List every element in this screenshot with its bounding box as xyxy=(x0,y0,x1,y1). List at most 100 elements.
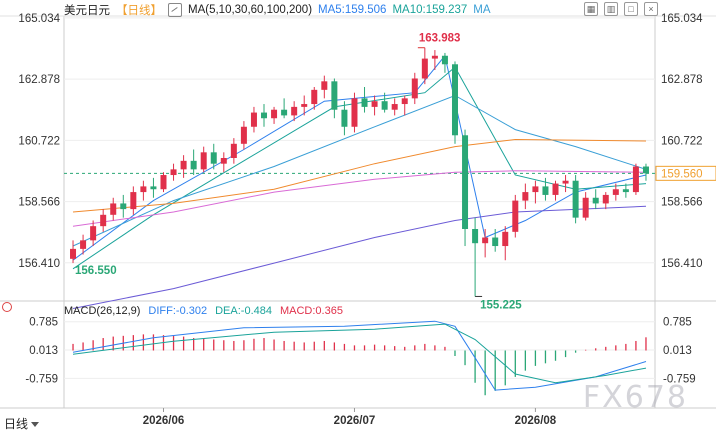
macd-dea-line xyxy=(72,323,647,384)
candle-body xyxy=(482,237,489,244)
candle-body xyxy=(200,152,207,170)
candle-body xyxy=(361,98,368,107)
candle-body xyxy=(341,109,348,127)
candle-body xyxy=(110,203,117,215)
chart-grid xyxy=(0,15,716,409)
macd-tick-label-right: 0.013 xyxy=(663,345,692,357)
period-tag[interactable]: 【日线】 xyxy=(116,5,162,17)
candlesticks xyxy=(70,47,649,297)
candle-body xyxy=(210,152,217,164)
candle-body xyxy=(160,175,167,190)
macd-axis: 0.785 0.785 0.013 0.013 -0.759 -0.759 xyxy=(25,317,695,386)
candle-body xyxy=(401,98,408,105)
candle-body xyxy=(552,183,559,195)
current-price-label: 159.560 xyxy=(661,168,703,180)
candle-body xyxy=(230,143,237,158)
price-tick-label-left: 160.722 xyxy=(18,135,60,147)
time-tick-label: 2026/06 xyxy=(143,415,185,427)
ma-settings-icon[interactable] xyxy=(168,3,182,17)
candle-body xyxy=(592,197,599,204)
close-icon[interactable]: × xyxy=(644,2,658,16)
price-tick-label-left: 156.410 xyxy=(18,258,60,270)
candle-body xyxy=(70,248,77,259)
candle-body xyxy=(311,89,318,105)
macd-grid xyxy=(64,321,655,379)
macd-tick-label-left: 0.013 xyxy=(29,345,58,357)
candle-body xyxy=(301,104,308,107)
ma5-value: MA5:159.506 xyxy=(318,4,387,16)
candle-body xyxy=(271,109,278,119)
candle-body xyxy=(291,106,298,116)
candle-body xyxy=(351,98,358,127)
grid-icon[interactable]: ▦ xyxy=(584,2,598,16)
price-tick-label-left: 162.878 xyxy=(18,74,60,86)
candle-body xyxy=(80,240,87,249)
candle-body xyxy=(562,180,569,184)
ma200-line xyxy=(72,205,647,309)
macd-header: MACD(26,12,9) DIFF:-0.302 DEA:-0.484 MAC… xyxy=(64,305,343,317)
candle-body xyxy=(632,166,639,193)
candle-body xyxy=(421,58,428,79)
candle-body xyxy=(602,194,609,204)
ma100-line xyxy=(72,170,647,227)
price-tick-label-right: 162.878 xyxy=(661,74,703,86)
ma60-line xyxy=(72,138,647,213)
candle-body xyxy=(532,186,539,193)
ma-more: MA xyxy=(473,4,491,16)
indicator-toggle-icon[interactable] xyxy=(2,302,12,312)
ma10-value: MA10:159.237 xyxy=(392,4,468,16)
watermark: FX678 xyxy=(582,380,688,415)
ma5-line xyxy=(72,54,647,261)
candle-body xyxy=(150,186,157,190)
ma-params[interactable]: MA(5,10,30,60,100,200) xyxy=(188,4,313,16)
period-selector[interactable]: 日线 xyxy=(4,415,40,432)
candle-body xyxy=(642,166,649,174)
candle-body xyxy=(391,104,398,110)
macd-tick-label-right: 0.785 xyxy=(663,317,692,329)
candle-body xyxy=(431,55,438,59)
candle-body xyxy=(582,197,589,218)
window-controls: ▦ ▥ □ × xyxy=(584,2,658,16)
macd-histogram xyxy=(72,334,647,396)
macd-macd-value: MACD:0.365 xyxy=(279,305,343,317)
candle-body xyxy=(140,186,147,193)
candle-body xyxy=(441,55,448,65)
symbol-title: 美元日元 xyxy=(64,5,110,17)
macd-dea-value: DEA:-0.484 xyxy=(215,305,272,317)
macd-diff-line xyxy=(72,320,647,391)
split-icon[interactable]: ▥ xyxy=(604,2,618,16)
price-tick-label-right: 165.034 xyxy=(661,13,703,25)
candle-body xyxy=(250,112,257,127)
candle-body xyxy=(100,214,107,227)
low-price-label: 155.225 xyxy=(480,299,522,311)
price-tick-label-right: 156.410 xyxy=(661,258,703,270)
ma30-line xyxy=(72,94,647,247)
candle-body xyxy=(451,64,458,136)
candle-body xyxy=(371,101,378,107)
candle-body xyxy=(411,78,418,99)
macd-tick-label-left: -0.759 xyxy=(25,373,58,385)
candle-body xyxy=(622,189,629,193)
candle-body xyxy=(492,237,499,247)
current-price-tag xyxy=(655,165,716,181)
start-price-label: 156.550 xyxy=(75,265,117,277)
macd-tick-label-right: -0.759 xyxy=(663,373,696,385)
maximize-icon[interactable]: □ xyxy=(624,2,638,16)
candle-body xyxy=(331,81,338,110)
price-tick-label-left: 158.566 xyxy=(18,197,60,209)
time-axis: 2026/06 2026/07 2026/08 xyxy=(143,408,557,427)
time-tick-label: 2026/07 xyxy=(334,415,376,427)
candle-body xyxy=(462,135,469,229)
price-tick-label-right: 158.566 xyxy=(661,197,703,209)
candle-body xyxy=(261,112,268,119)
macd-lines xyxy=(72,320,647,391)
candle-body xyxy=(502,231,509,247)
macd-label[interactable]: MACD(26,12,9) xyxy=(64,305,141,317)
macd-diff-value: DIFF:-0.302 xyxy=(148,305,208,317)
chevron-down-icon xyxy=(31,422,40,428)
candle-body xyxy=(190,160,197,170)
price-tick-label-left: 165.034 xyxy=(18,13,60,25)
moving-average-lines xyxy=(72,54,647,309)
candle-body xyxy=(130,192,137,210)
